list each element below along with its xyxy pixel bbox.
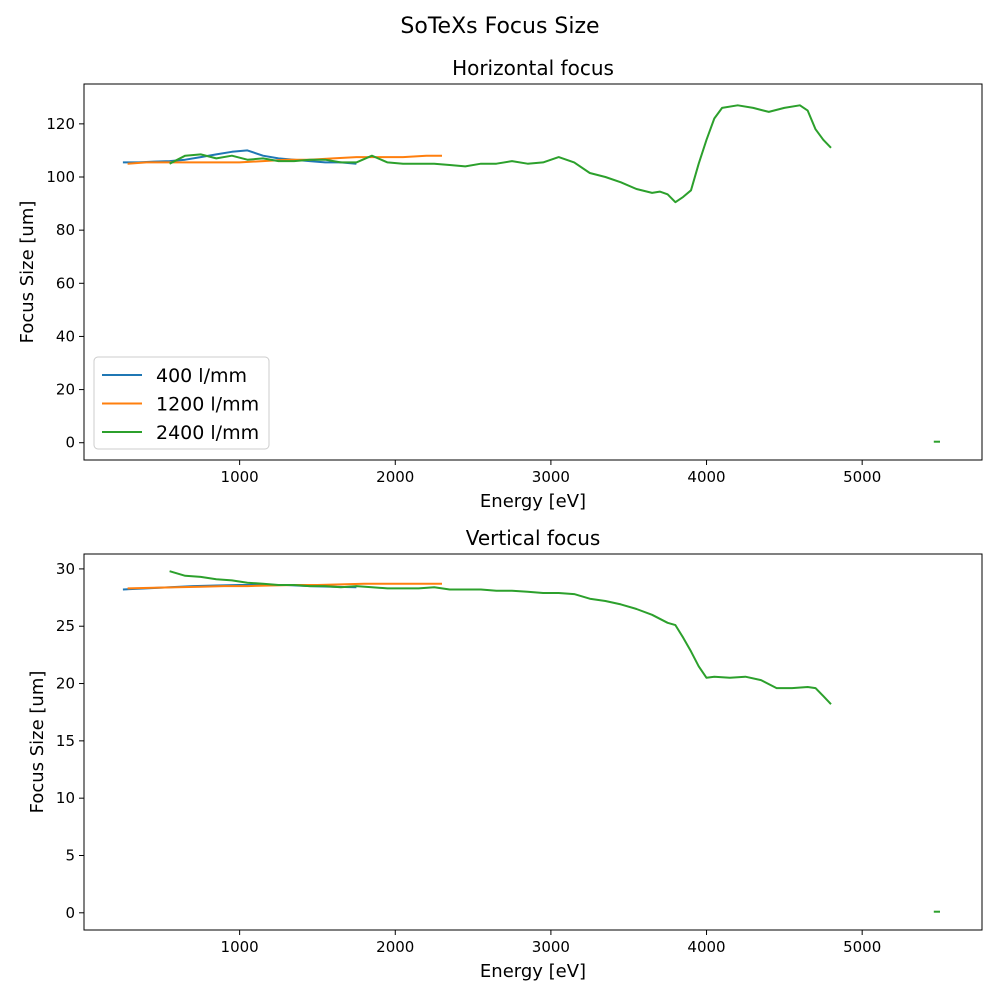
subplot-title: Horizontal focus bbox=[452, 56, 614, 80]
x-axis-label: Energy [eV] bbox=[480, 491, 586, 512]
legend-label: 1200 l/mm bbox=[156, 394, 259, 416]
y-tick-label: 10 bbox=[56, 789, 75, 807]
series-line-2400-l-mm bbox=[169, 570, 832, 705]
series-group bbox=[122, 570, 940, 913]
y-tick-label: 25 bbox=[56, 617, 75, 635]
subplot-2: Vertical focus 1000 2000 3000 4000 5000 0 5 10 15… bbox=[27, 526, 983, 982]
x-axis-label: Energy [eV] bbox=[480, 961, 586, 982]
y-axis-label: Focus Size [um] bbox=[27, 671, 48, 814]
y-tick-label: 30 bbox=[56, 560, 75, 578]
figure-title: SoTeXs Focus Size bbox=[400, 14, 600, 39]
x-tick-label: 3000 bbox=[532, 938, 570, 956]
x-tick-label: 4000 bbox=[687, 938, 725, 956]
x-tick-label: 2000 bbox=[376, 468, 414, 486]
y-tick-label: 80 bbox=[56, 221, 75, 239]
x-tick-label: 2000 bbox=[376, 938, 414, 956]
legend-label: 400 l/mm bbox=[156, 365, 247, 387]
series-line-400-l-mm bbox=[122, 149, 357, 165]
y-tick-label: 15 bbox=[56, 732, 75, 750]
series-group bbox=[122, 104, 940, 443]
x-tick-label: 5000 bbox=[843, 468, 881, 486]
x-tick-label: 5000 bbox=[843, 938, 881, 956]
y-tick-label: 0 bbox=[65, 434, 75, 452]
y-axis-label: Focus Size [um] bbox=[17, 201, 38, 344]
series-line-1200-l-mm bbox=[127, 154, 442, 165]
legend: 400 l/mm 1200 l/mm 2400 l/mm bbox=[93, 356, 270, 450]
y-tick-label: 5 bbox=[65, 846, 75, 864]
y-tick-label: 120 bbox=[46, 115, 75, 133]
y-tick-label: 60 bbox=[56, 274, 75, 292]
y-tick-label: 20 bbox=[56, 381, 75, 399]
subplot-title: Vertical focus bbox=[466, 526, 601, 550]
x-tick-label: 3000 bbox=[532, 468, 570, 486]
x-tick-label: 1000 bbox=[221, 468, 259, 486]
y-tick-label: 0 bbox=[65, 904, 75, 922]
x-tick-label: 4000 bbox=[687, 468, 725, 486]
subplot-1: Horizontal focus 1000 2000 3000 4000 5000 0 20 4… bbox=[17, 56, 983, 512]
plot-area bbox=[83, 553, 983, 931]
y-tick-label: 40 bbox=[56, 327, 75, 345]
y-tick-label: 20 bbox=[56, 675, 75, 693]
series-line-2400-l-mm bbox=[169, 104, 832, 204]
legend-box bbox=[93, 356, 270, 450]
y-tick-label: 100 bbox=[46, 168, 75, 186]
x-tick-label: 1000 bbox=[221, 938, 259, 956]
legend-label: 2400 l/mm bbox=[156, 422, 259, 444]
